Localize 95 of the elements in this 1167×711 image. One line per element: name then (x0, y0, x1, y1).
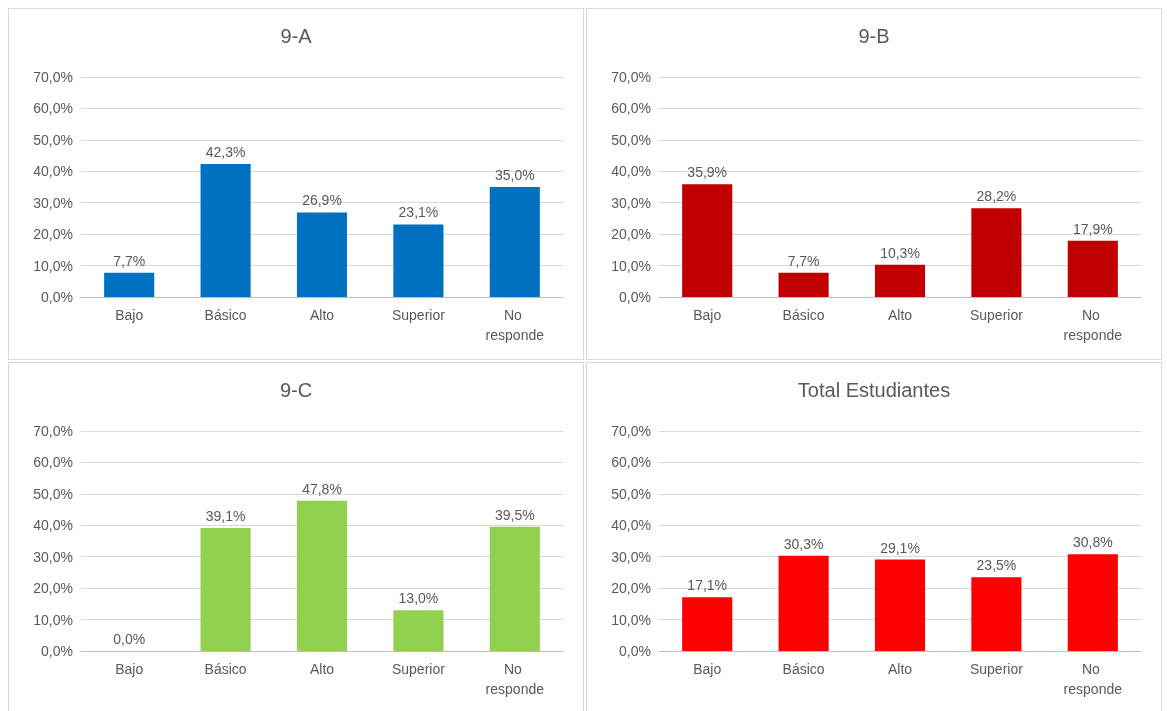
bar (200, 528, 251, 651)
bar (393, 610, 444, 651)
data-label: 7,7% (113, 252, 146, 269)
y-tick-label: 70,0% (33, 69, 73, 85)
data-label: 35,0% (494, 167, 535, 183)
bar (778, 555, 829, 651)
data-label: 42,3% (205, 144, 246, 161)
y-tick-label: 10,0% (33, 257, 73, 274)
y-tick-label: 20,0% (611, 580, 651, 597)
bar (778, 272, 829, 297)
data-label: 30,3% (783, 535, 824, 552)
y-tick-label: 40,0% (33, 163, 73, 180)
x-tick-label: Alto (887, 307, 913, 323)
x-tick-label: Superior (391, 307, 446, 323)
x-tick-label: Alto (309, 307, 335, 323)
y-tick-label: 0,0% (41, 643, 73, 659)
y-tick-label: 50,0% (33, 131, 73, 148)
bar (489, 526, 540, 651)
y-tick-label: 0,0% (619, 643, 651, 659)
x-tick-label: Básico (204, 307, 247, 323)
data-label: 23,5% (976, 557, 1017, 574)
chart-title: 9-A (280, 25, 313, 47)
y-tick-label: 40,0% (33, 517, 73, 534)
y-tick-label: 40,0% (611, 163, 651, 180)
bar (971, 577, 1022, 651)
data-label: 26,9% (302, 192, 342, 209)
y-tick-label: 20,0% (33, 580, 73, 597)
y-tick-label: 30,0% (611, 548, 651, 565)
data-label: 10,3% (880, 244, 920, 261)
bar (1067, 240, 1118, 297)
y-tick-label: 50,0% (33, 485, 73, 502)
data-label: 23,1% (398, 204, 439, 221)
chart-title: Total Estudiantes (797, 379, 951, 401)
data-label: 7,7% (787, 252, 820, 269)
x-tick-label: Básico (782, 307, 825, 323)
bar (874, 264, 926, 297)
y-tick-label: 60,0% (611, 100, 651, 117)
y-tick-label: 30,0% (611, 194, 651, 211)
x-tick-label: Superior (969, 661, 1024, 677)
x-tick-label: Bajo (115, 661, 144, 677)
y-tick-label: 30,0% (33, 194, 73, 211)
data-label: 17,1% (687, 577, 728, 594)
x-tick-label: No responde (485, 661, 545, 697)
bar (682, 597, 733, 651)
bar (393, 224, 444, 297)
y-tick-label: 60,0% (33, 100, 73, 117)
y-tick-label: 20,0% (33, 226, 73, 243)
bar (296, 500, 348, 651)
y-tick-label: 50,0% (611, 131, 651, 148)
y-tick-label: 0,0% (619, 289, 651, 305)
y-tick-label: 10,0% (33, 611, 73, 628)
x-tick-label: Bajo (693, 661, 722, 677)
bar (296, 212, 348, 297)
chart-title: 9-C (279, 379, 313, 401)
bar (874, 559, 926, 651)
data-label: 47,8% (302, 480, 342, 497)
data-label: 13,0% (398, 590, 439, 607)
bar (489, 187, 540, 297)
data-label: 29,1% (880, 539, 920, 556)
data-label: 35,9% (687, 164, 728, 181)
y-tick-label: 60,0% (33, 454, 73, 471)
x-tick-label: Bajo (693, 307, 722, 323)
x-tick-label: Superior (391, 661, 446, 677)
y-tick-label: 60,0% (611, 454, 651, 471)
x-tick-label: Alto (887, 661, 913, 677)
y-tick-label: 10,0% (611, 611, 651, 628)
data-label: 17,9% (1072, 220, 1113, 237)
bar (104, 272, 155, 297)
data-label: 28,2% (976, 188, 1017, 205)
bar (1067, 554, 1118, 651)
chart-title: 9-B (858, 25, 890, 47)
y-tick-label: 70,0% (611, 423, 651, 439)
bar (200, 164, 251, 297)
bar (971, 208, 1022, 297)
x-tick-label: Bajo (115, 307, 144, 323)
x-tick-label: No responde (485, 307, 545, 343)
y-tick-label: 10,0% (611, 257, 651, 274)
x-tick-label: Básico (204, 661, 247, 677)
x-tick-label: No responde (1063, 661, 1123, 697)
x-tick-label: No responde (1063, 307, 1123, 343)
data-label: 0,0% (113, 631, 146, 647)
x-tick-label: Superior (969, 307, 1024, 323)
y-tick-label: 30,0% (33, 548, 73, 565)
data-label: 30,8% (1072, 534, 1113, 551)
bar (682, 184, 733, 297)
y-tick-label: 70,0% (611, 69, 651, 85)
y-tick-label: 70,0% (33, 423, 73, 439)
y-tick-label: 0,0% (41, 289, 73, 305)
x-tick-label: Básico (782, 661, 825, 677)
y-tick-label: 20,0% (611, 226, 651, 243)
x-tick-label: Alto (309, 661, 335, 677)
data-label: 39,5% (494, 506, 535, 523)
y-tick-label: 40,0% (611, 517, 651, 534)
y-tick-label: 50,0% (611, 485, 651, 502)
data-label: 39,1% (205, 508, 246, 525)
